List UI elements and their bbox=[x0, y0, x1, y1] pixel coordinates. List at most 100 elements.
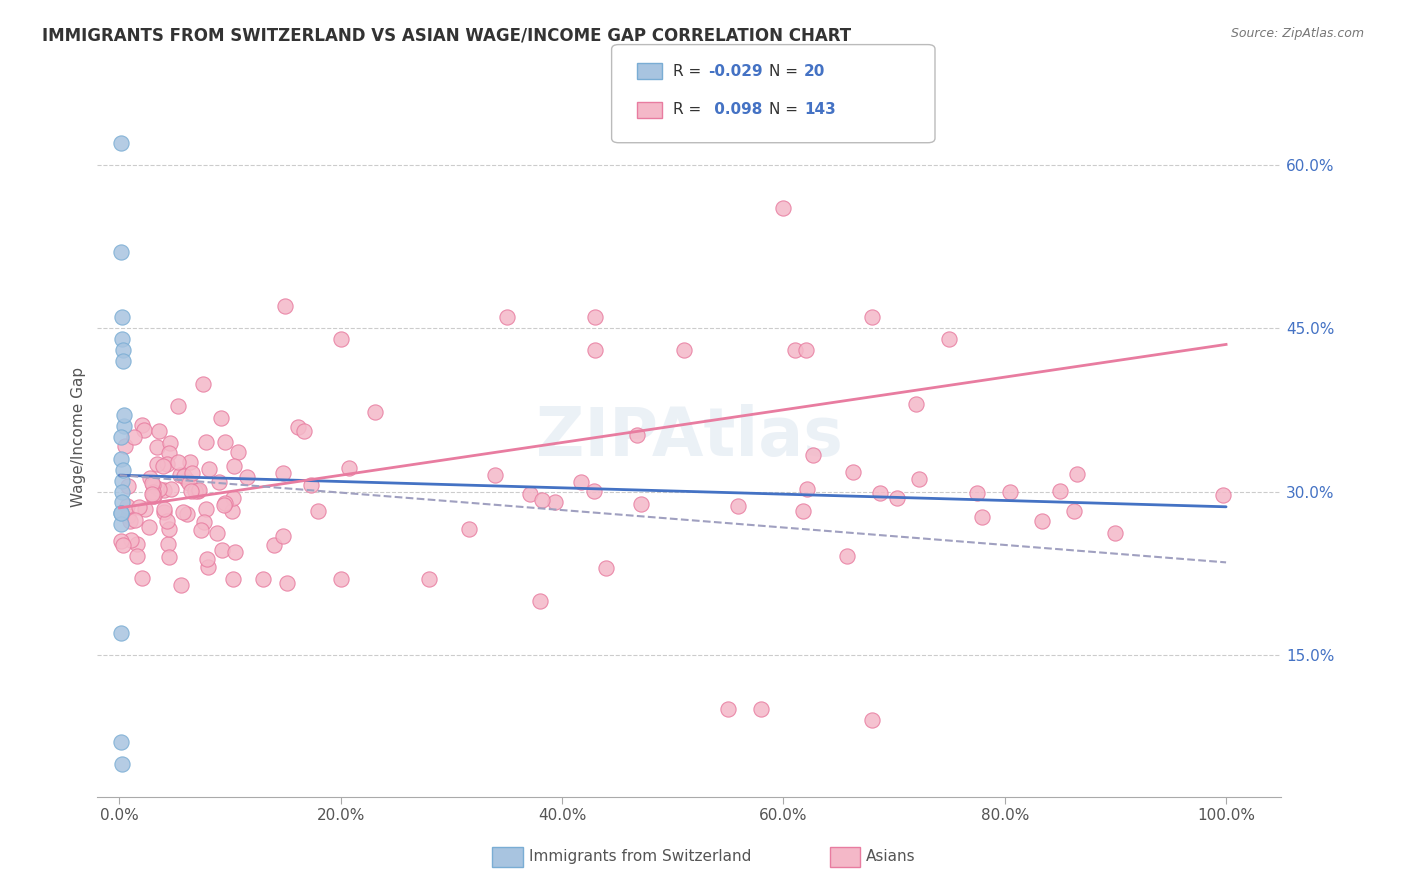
Point bbox=[111, 474, 134, 488]
Point bbox=[148, 482, 170, 496]
Point bbox=[458, 522, 481, 536]
Point bbox=[1031, 514, 1053, 528]
Point bbox=[110, 506, 132, 520]
Point bbox=[179, 455, 201, 469]
Point bbox=[772, 201, 794, 215]
Point bbox=[1104, 526, 1126, 541]
Point bbox=[124, 513, 146, 527]
Point bbox=[134, 501, 156, 516]
Point bbox=[195, 434, 218, 449]
Point bbox=[141, 486, 163, 500]
Point bbox=[128, 500, 150, 515]
Point bbox=[299, 477, 322, 491]
Point bbox=[170, 578, 193, 592]
Text: ZIPAtlas: ZIPAtlas bbox=[536, 404, 842, 470]
Point bbox=[111, 310, 134, 325]
Point bbox=[166, 399, 188, 413]
Text: N =: N = bbox=[769, 103, 803, 117]
Text: 20: 20 bbox=[804, 64, 825, 78]
Point bbox=[142, 478, 165, 492]
Point bbox=[1049, 483, 1071, 498]
Point bbox=[145, 457, 167, 471]
Point bbox=[630, 497, 652, 511]
Point bbox=[117, 479, 139, 493]
Point bbox=[222, 491, 245, 505]
Point bbox=[111, 756, 134, 771]
Point bbox=[110, 136, 132, 150]
Point bbox=[583, 483, 606, 498]
Point bbox=[120, 533, 142, 548]
Point bbox=[544, 495, 567, 509]
Point bbox=[156, 514, 179, 528]
Point bbox=[112, 538, 135, 552]
Point bbox=[783, 343, 806, 357]
Text: -0.029: -0.029 bbox=[709, 64, 763, 78]
Text: N =: N = bbox=[769, 64, 803, 78]
Point bbox=[139, 471, 162, 485]
Point bbox=[276, 576, 298, 591]
Point bbox=[905, 397, 928, 411]
Point bbox=[214, 435, 236, 450]
Point bbox=[209, 411, 232, 425]
Point bbox=[138, 520, 160, 534]
Point bbox=[145, 440, 167, 454]
Point bbox=[111, 463, 134, 477]
Point bbox=[221, 504, 243, 518]
Point bbox=[180, 466, 202, 480]
Point bbox=[131, 417, 153, 432]
Text: Immigrants from Switzerland: Immigrants from Switzerland bbox=[529, 849, 751, 863]
Point bbox=[110, 517, 132, 532]
Point bbox=[180, 484, 202, 499]
Point bbox=[886, 491, 908, 506]
Point bbox=[727, 500, 749, 514]
Point bbox=[794, 343, 817, 357]
Point bbox=[143, 488, 166, 502]
Point bbox=[224, 545, 246, 559]
Point bbox=[307, 504, 329, 518]
Point bbox=[835, 549, 858, 564]
Point bbox=[208, 475, 231, 490]
Point bbox=[142, 484, 165, 499]
Point bbox=[191, 376, 214, 391]
Point bbox=[672, 343, 695, 357]
Point bbox=[1212, 488, 1234, 502]
Point bbox=[117, 508, 139, 523]
Point bbox=[908, 472, 931, 486]
Point bbox=[193, 515, 215, 529]
Point bbox=[717, 702, 740, 716]
Point bbox=[131, 571, 153, 585]
Point bbox=[127, 537, 149, 551]
Point bbox=[157, 522, 180, 536]
Point bbox=[159, 482, 181, 496]
Text: 143: 143 bbox=[804, 103, 837, 117]
Point bbox=[796, 482, 818, 496]
Point bbox=[860, 714, 883, 728]
Text: Source: ZipAtlas.com: Source: ZipAtlas.com bbox=[1230, 27, 1364, 40]
Point bbox=[211, 542, 233, 557]
Point bbox=[111, 484, 134, 499]
Point bbox=[110, 506, 132, 520]
Point bbox=[529, 593, 551, 607]
Point bbox=[188, 483, 211, 497]
Point bbox=[167, 454, 190, 468]
Point bbox=[329, 572, 352, 586]
Point bbox=[792, 504, 814, 518]
Point bbox=[869, 486, 891, 500]
Point bbox=[134, 423, 156, 437]
Point bbox=[972, 510, 994, 524]
Y-axis label: Wage/Income Gap: Wage/Income Gap bbox=[72, 367, 86, 508]
Point bbox=[110, 735, 132, 749]
Point bbox=[271, 529, 294, 543]
Point bbox=[337, 461, 360, 475]
Point bbox=[190, 523, 212, 537]
Point bbox=[112, 419, 135, 434]
Point bbox=[1066, 467, 1088, 481]
Point bbox=[329, 332, 352, 346]
Point bbox=[114, 439, 136, 453]
Point bbox=[207, 525, 229, 540]
Point bbox=[222, 572, 245, 586]
Point bbox=[212, 499, 235, 513]
Point bbox=[157, 446, 180, 460]
Point bbox=[148, 424, 170, 438]
Point bbox=[110, 244, 132, 259]
